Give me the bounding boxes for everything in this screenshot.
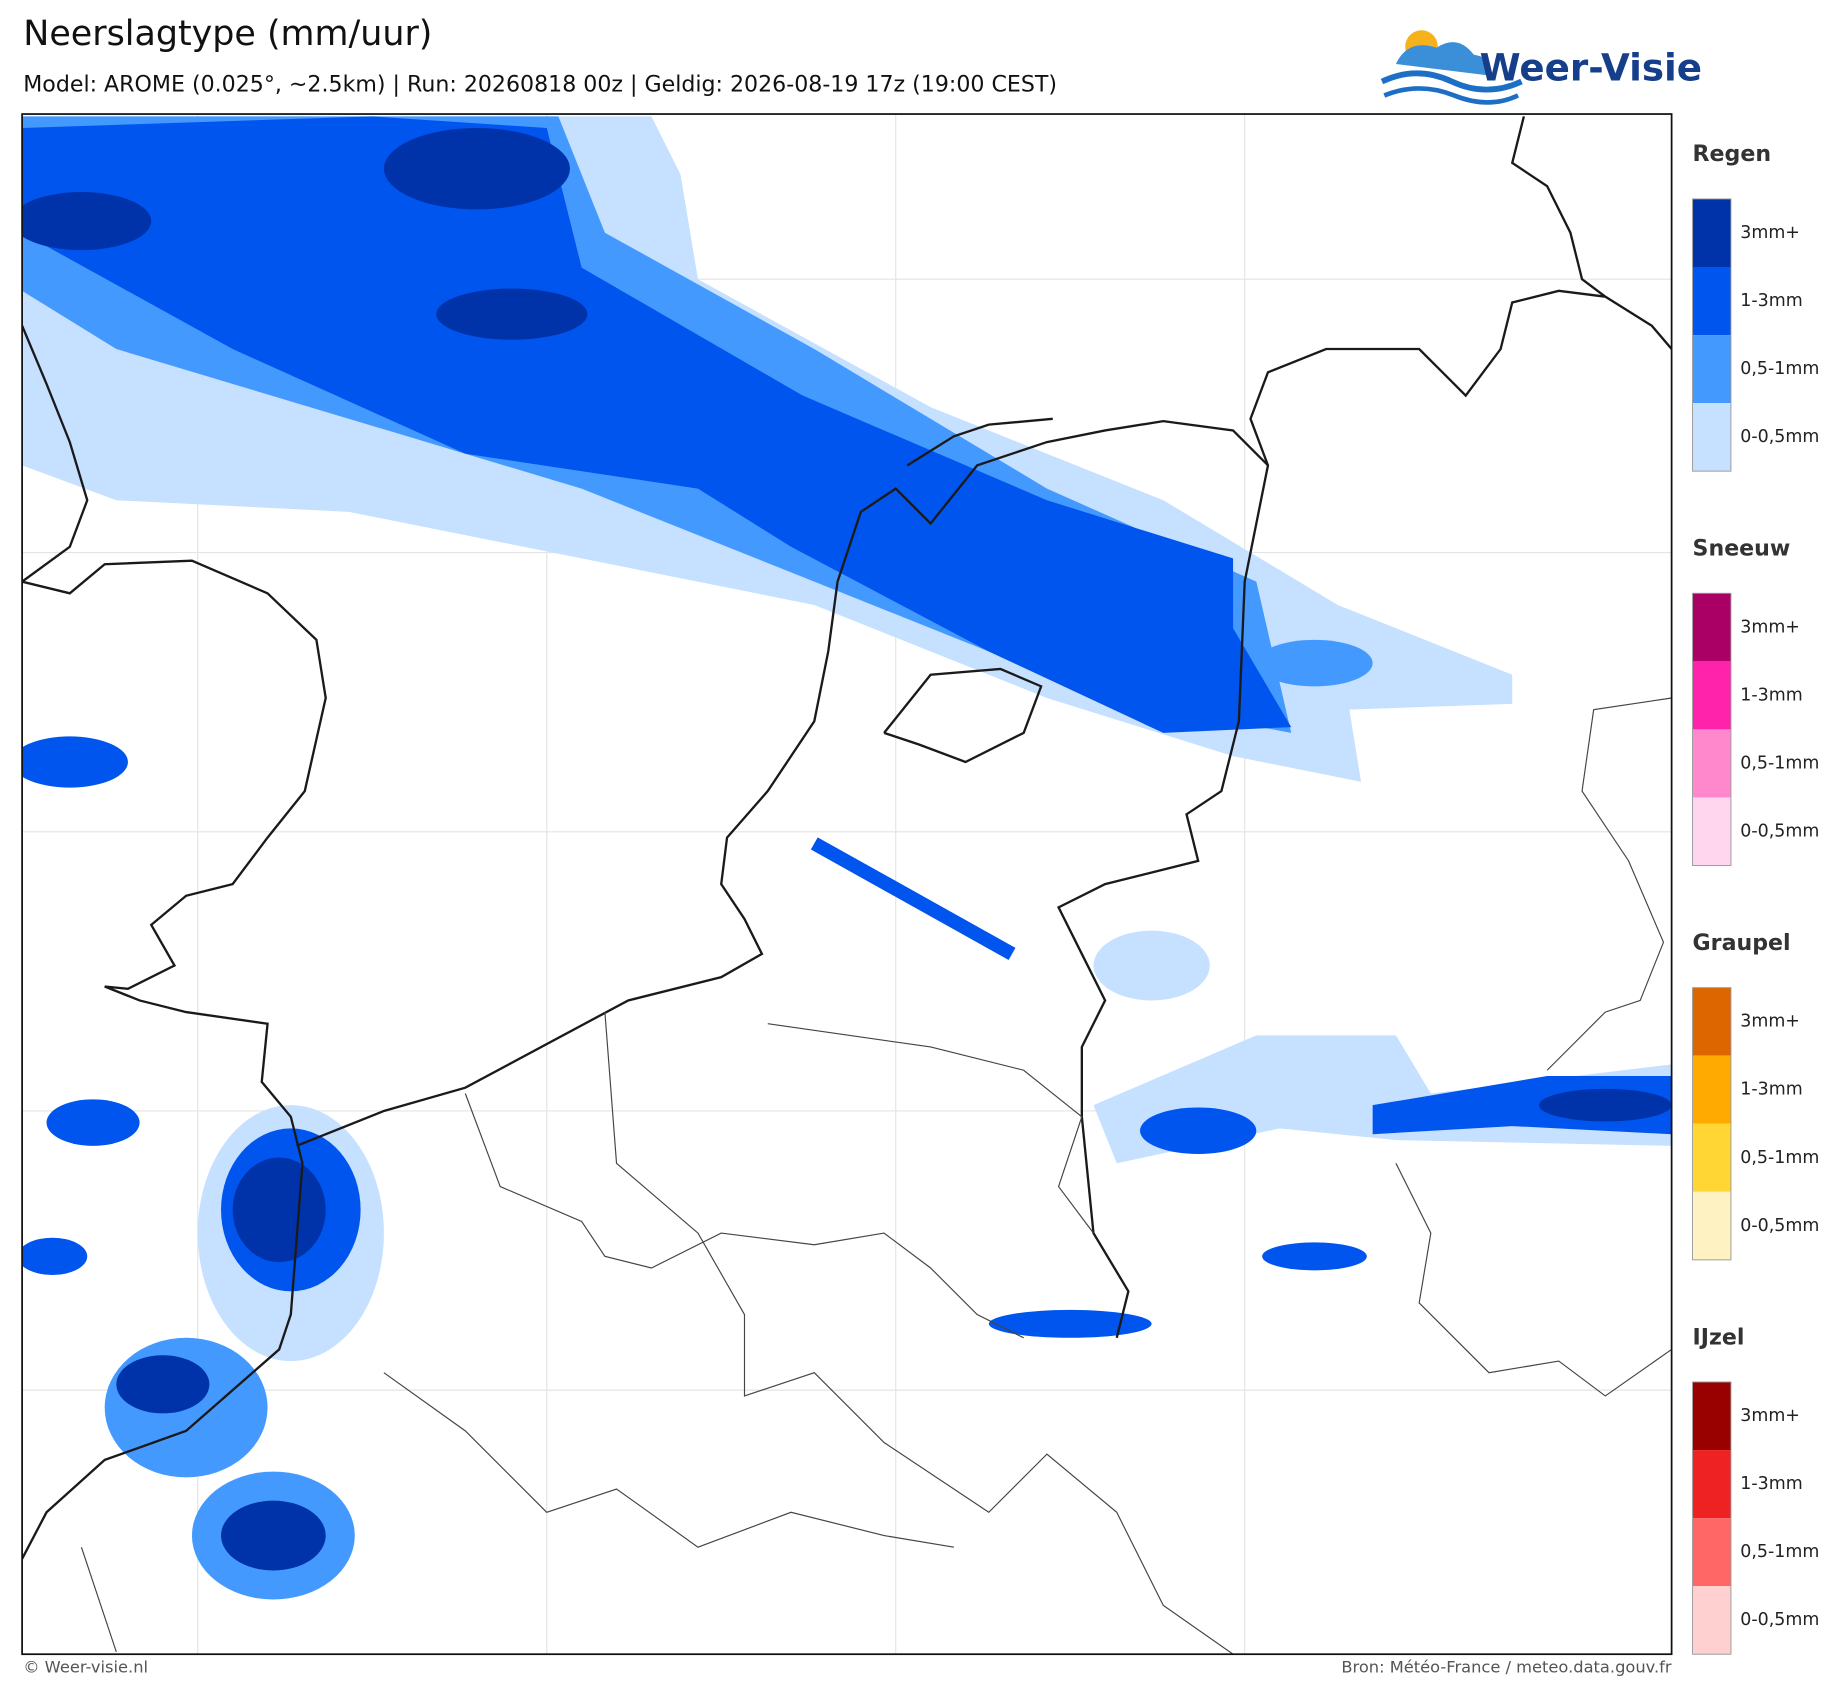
legend-bar-frame bbox=[1692, 592, 1732, 866]
legend-label: 0-0,5mm bbox=[1740, 427, 1819, 447]
legend-label: 1-3mm bbox=[1740, 685, 1802, 705]
legend-label: 3mm+ bbox=[1740, 223, 1800, 243]
legend-label: 1-3mm bbox=[1740, 1474, 1802, 1494]
legend-swatch bbox=[1692, 1191, 1731, 1260]
map bbox=[22, 114, 1672, 1655]
subtitle: Model: AROME (0.025°, ~2.5km) | Run: 202… bbox=[23, 71, 1057, 97]
legend-swatch bbox=[1692, 1055, 1731, 1124]
logo: Weer-Visie bbox=[1380, 30, 1702, 105]
legend-swatch bbox=[1692, 198, 1731, 268]
legend-swatch bbox=[1692, 1586, 1731, 1655]
legend-label: 0,5-1mm bbox=[1740, 753, 1819, 773]
legend-group-title: Regen bbox=[1693, 141, 1772, 167]
map-frame bbox=[21, 113, 1673, 1656]
legend-swatch bbox=[1692, 267, 1731, 336]
legend-swatch bbox=[1692, 987, 1731, 1056]
legend-label: 3mm+ bbox=[1740, 617, 1800, 637]
legend-label: 0,5-1mm bbox=[1740, 359, 1819, 379]
legend-bar-frame bbox=[1692, 198, 1732, 472]
legend-label: 3mm+ bbox=[1740, 1012, 1800, 1032]
legend-swatch bbox=[1692, 1123, 1731, 1192]
legend-swatch bbox=[1692, 797, 1731, 866]
legend-swatch bbox=[1692, 729, 1731, 798]
legend: Regen 3mm+ 1-3mm 0,5-1mm 0-0,5mm Sneeuw 3mm+ 1-… bbox=[1692, 141, 1819, 1655]
legend-group-title: Graupel bbox=[1693, 930, 1791, 956]
legend-swatch bbox=[1692, 335, 1731, 404]
title: Neerslagtype (mm/uur) bbox=[23, 14, 432, 54]
footer-left: © Weer-visie.nl bbox=[23, 1658, 148, 1677]
logo-text: Weer-Visie bbox=[1480, 45, 1702, 89]
legend-swatch bbox=[1692, 1450, 1731, 1519]
borders bbox=[80, 697, 1672, 1655]
legend-group-title: IJzel bbox=[1693, 1324, 1745, 1350]
legend-label: 1-3mm bbox=[1740, 1080, 1802, 1100]
legend-label: 1-3mm bbox=[1740, 291, 1802, 311]
legend-label: 0,5-1mm bbox=[1740, 1542, 1819, 1562]
legend-swatch bbox=[1692, 1382, 1731, 1451]
footer-right: Bron: Météo-France / meteo.data.gouv.fr bbox=[1341, 1658, 1672, 1677]
legend-group-title: Sneeuw bbox=[1693, 536, 1791, 562]
legend-label: 0-0,5mm bbox=[1740, 821, 1819, 841]
legend-label: 0,5-1mm bbox=[1740, 1148, 1819, 1168]
legend-swatch bbox=[1692, 1518, 1731, 1587]
legend-swatch bbox=[1692, 593, 1731, 662]
legend-swatch bbox=[1692, 661, 1731, 730]
legend-swatch bbox=[1692, 403, 1731, 472]
legend-label: 0-0,5mm bbox=[1740, 1216, 1819, 1236]
legend-bar-frame bbox=[1692, 1381, 1732, 1655]
legend-label: 3mm+ bbox=[1740, 1406, 1800, 1426]
legend-label: 0-0,5mm bbox=[1740, 1610, 1819, 1630]
coastlines bbox=[22, 116, 1672, 1560]
precipitation bbox=[22, 116, 1672, 1600]
legend-bar-frame bbox=[1692, 987, 1732, 1261]
